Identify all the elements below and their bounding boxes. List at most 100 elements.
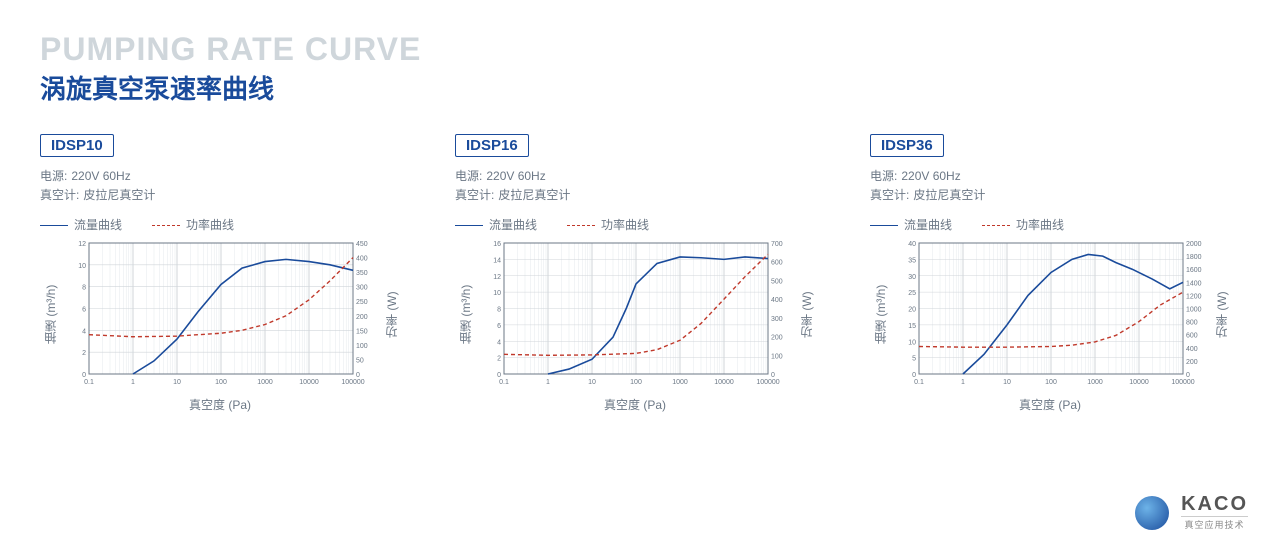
svg-text:8: 8: [497, 306, 501, 313]
svg-text:400: 400: [356, 255, 368, 262]
x-label: 真空度 (Pa): [870, 396, 1230, 413]
legend-power: 功率曲线: [152, 216, 234, 233]
svg-text:0.1: 0.1: [914, 379, 924, 386]
svg-text:1200: 1200: [1186, 293, 1202, 300]
svg-text:4: 4: [497, 339, 501, 346]
svg-text:100: 100: [1045, 379, 1057, 386]
svg-text:10000: 10000: [714, 379, 734, 386]
brand-block: KACO 真空应用技术: [1135, 494, 1248, 531]
svg-text:12: 12: [493, 273, 501, 280]
svg-text:0: 0: [356, 372, 360, 379]
svg-text:600: 600: [771, 259, 783, 266]
spec-gauge: 真空计:皮拉尼真空计: [455, 186, 815, 205]
svg-text:50: 50: [356, 357, 364, 364]
legend: 流量曲线 功率曲线: [40, 216, 400, 233]
svg-text:10000: 10000: [1129, 379, 1149, 386]
legend-power: 功率曲线: [982, 216, 1064, 233]
svg-text:10: 10: [1003, 379, 1011, 386]
y-right-label: 功率 (W): [796, 237, 817, 392]
svg-text:100: 100: [630, 379, 642, 386]
y-left-label: 抽速 (m³/h): [40, 237, 61, 392]
svg-text:20: 20: [908, 306, 916, 313]
svg-text:16: 16: [493, 241, 501, 248]
svg-text:2000: 2000: [1186, 241, 1202, 248]
spec-power: 电源:220V 60Hz: [40, 167, 400, 186]
spec-power: 电源:220V 60Hz: [870, 167, 1230, 186]
svg-text:1000: 1000: [257, 379, 273, 386]
svg-text:1400: 1400: [1186, 280, 1202, 287]
y-left-label: 抽速 (m³/h): [455, 237, 476, 392]
svg-text:100000: 100000: [1171, 379, 1194, 386]
svg-text:10000: 10000: [299, 379, 319, 386]
svg-text:100: 100: [771, 353, 783, 360]
svg-text:2: 2: [497, 355, 501, 362]
brand-text: KACO 真空应用技术: [1181, 494, 1248, 531]
svg-text:100000: 100000: [341, 379, 364, 386]
svg-text:10: 10: [908, 339, 916, 346]
svg-text:300: 300: [356, 284, 368, 291]
svg-text:0.1: 0.1: [84, 379, 94, 386]
legend-power: 功率曲线: [567, 216, 649, 233]
svg-text:250: 250: [356, 299, 368, 306]
svg-text:10: 10: [173, 379, 181, 386]
svg-text:0: 0: [497, 372, 501, 379]
svg-text:1000: 1000: [672, 379, 688, 386]
svg-text:400: 400: [771, 297, 783, 304]
svg-text:100: 100: [215, 379, 227, 386]
title-en: PUMPING RATE CURVE: [40, 32, 1248, 67]
svg-text:10: 10: [78, 262, 86, 269]
svg-text:200: 200: [771, 334, 783, 341]
chart-wrap: 抽速 (m³/h) 051015202530354002004006008001…: [870, 237, 1230, 392]
panels-row: IDSP10 电源:220V 60Hz 真空计:皮拉尼真空计 流量曲线 功率曲线…: [40, 134, 1248, 412]
model-badge: IDSP36: [870, 134, 944, 157]
y-right-label: 功率 (W): [1211, 237, 1232, 392]
svg-text:500: 500: [771, 278, 783, 285]
legend: 流量曲线 功率曲线: [870, 216, 1230, 233]
svg-text:1: 1: [961, 379, 965, 386]
svg-text:350: 350: [356, 270, 368, 277]
panel-idsp36: IDSP36 电源:220V 60Hz 真空计:皮拉尼真空计 流量曲线 功率曲线…: [870, 134, 1230, 412]
svg-text:15: 15: [908, 322, 916, 329]
spec-gauge: 真空计:皮拉尼真空计: [40, 186, 400, 205]
chart-wrap: 抽速 (m³/h) 024681012141601002003004005006…: [455, 237, 815, 392]
panel-idsp10: IDSP10 电源:220V 60Hz 真空计:皮拉尼真空计 流量曲线 功率曲线…: [40, 134, 400, 412]
model-badge: IDSP10: [40, 134, 114, 157]
legend-flow: 流量曲线: [870, 216, 952, 233]
svg-text:30: 30: [908, 273, 916, 280]
svg-text:450: 450: [356, 241, 368, 248]
svg-text:1000: 1000: [1186, 306, 1202, 313]
svg-text:1: 1: [546, 379, 550, 386]
y-right-label: 功率 (W): [381, 237, 402, 392]
title-cn: 涡旋真空泵速率曲线: [40, 69, 1248, 106]
svg-text:1000: 1000: [1087, 379, 1103, 386]
legend-flow: 流量曲线: [455, 216, 537, 233]
svg-text:2: 2: [82, 350, 86, 357]
svg-text:150: 150: [356, 328, 368, 335]
svg-text:6: 6: [82, 306, 86, 313]
chart-wrap: 抽速 (m³/h) 024681012050100150200250300350…: [40, 237, 400, 392]
x-label: 真空度 (Pa): [455, 396, 815, 413]
y-left-label: 抽速 (m³/h): [870, 237, 891, 392]
svg-text:12: 12: [78, 241, 86, 248]
chart: 0510152025303540020040060080010001200140…: [891, 237, 1211, 392]
svg-text:35: 35: [908, 257, 916, 264]
svg-text:10: 10: [493, 290, 501, 297]
legend: 流量曲线 功率曲线: [455, 216, 815, 233]
model-badge: IDSP16: [455, 134, 529, 157]
legend-flow: 流量曲线: [40, 216, 122, 233]
svg-text:400: 400: [1186, 345, 1198, 352]
svg-text:1: 1: [131, 379, 135, 386]
svg-text:700: 700: [771, 241, 783, 248]
svg-text:300: 300: [771, 315, 783, 322]
brand-subtitle: 真空应用技术: [1181, 516, 1248, 531]
svg-text:25: 25: [908, 290, 916, 297]
panel-idsp16: IDSP16 电源:220V 60Hz 真空计:皮拉尼真空计 流量曲线 功率曲线…: [455, 134, 815, 412]
spec-gauge: 真空计:皮拉尼真空计: [870, 186, 1230, 205]
svg-text:14: 14: [493, 257, 501, 264]
svg-text:10: 10: [588, 379, 596, 386]
svg-text:100000: 100000: [756, 379, 779, 386]
svg-text:8: 8: [82, 284, 86, 291]
svg-text:0: 0: [1186, 372, 1190, 379]
chart: 0246810120501001502002503003504004500.11…: [61, 237, 381, 392]
svg-text:800: 800: [1186, 319, 1198, 326]
